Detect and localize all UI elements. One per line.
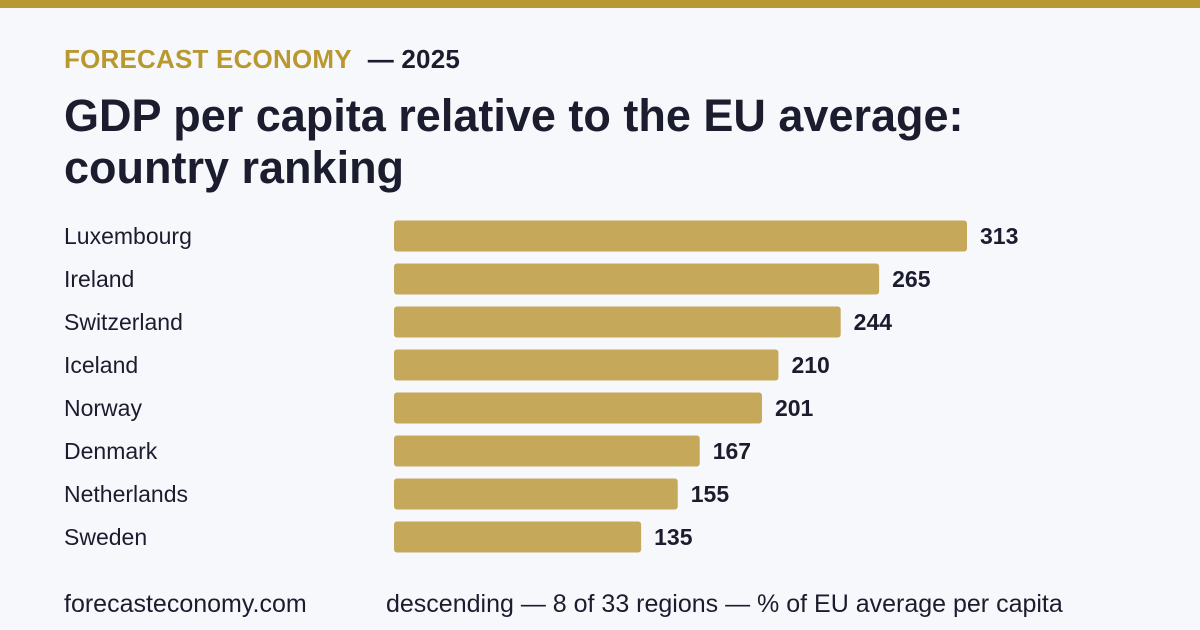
category-label: Norway xyxy=(64,395,142,421)
value-label: 313 xyxy=(980,223,1018,249)
value-label: 210 xyxy=(791,352,829,378)
footer-note: descending — 8 of 33 regions — % of EU a… xyxy=(386,590,1063,618)
bar xyxy=(394,478,678,510)
category-label: Switzerland xyxy=(64,309,183,335)
top-accent-bar xyxy=(0,0,1200,8)
bar xyxy=(394,306,841,338)
value-label: 155 xyxy=(691,481,730,507)
value-label: 167 xyxy=(713,438,751,464)
bar xyxy=(394,220,967,252)
bar xyxy=(394,263,880,295)
bar xyxy=(394,392,762,424)
bar xyxy=(394,349,779,381)
year-label: — 2025 xyxy=(367,44,461,74)
bar xyxy=(394,521,642,553)
category-label: Ireland xyxy=(64,266,134,292)
kicker: FORECAST ECONOMY — 2025 xyxy=(64,44,460,75)
category-label: Iceland xyxy=(64,352,138,378)
category-label: Denmark xyxy=(64,438,158,464)
bar xyxy=(394,435,700,467)
bar-chart: Luxembourg 313 Ireland 265 Switzerland 244 Ice… xyxy=(64,220,1018,553)
brand-label: FORECAST ECONOMY xyxy=(64,44,352,74)
chart-title: GDP per capita relative to the EU averag… xyxy=(64,90,964,193)
value-label: 244 xyxy=(854,309,893,335)
value-label: 201 xyxy=(775,395,814,421)
value-label: 135 xyxy=(654,524,693,550)
value-label: 265 xyxy=(892,266,931,292)
category-label: Luxembourg xyxy=(64,223,192,249)
category-label: Netherlands xyxy=(64,481,188,507)
footer-site: forecasteconomy.com xyxy=(64,590,307,618)
category-label: Sweden xyxy=(64,524,147,550)
